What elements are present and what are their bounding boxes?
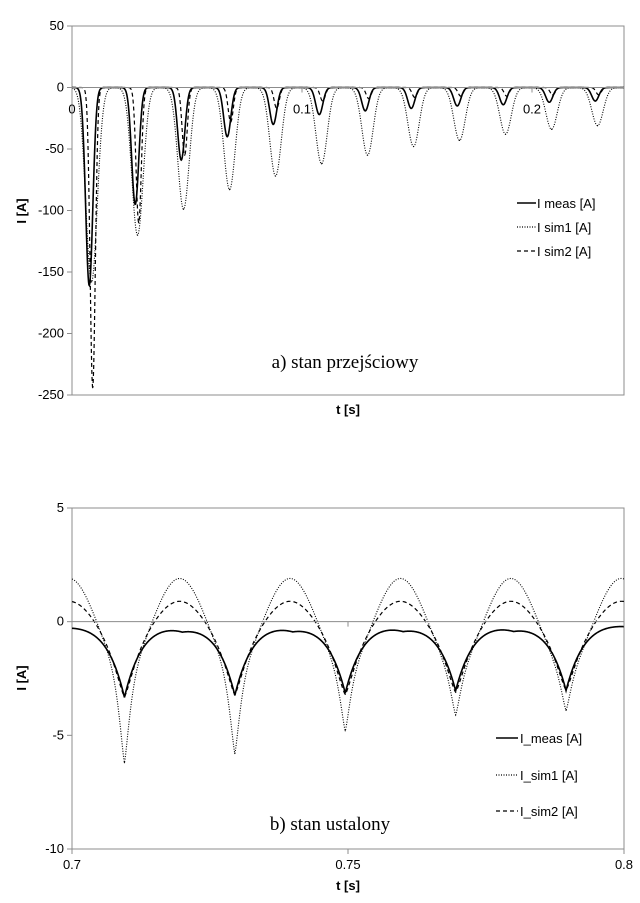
data-point-sim1: [550, 128, 553, 130]
y-tick-label: -5: [52, 727, 64, 742]
data-point-sim1: [274, 175, 277, 177]
x-tick-label: 0.1: [293, 102, 311, 117]
data-point-sim2: [598, 94, 600, 96]
data-point-meas: [88, 284, 90, 287]
data-point-sim1: [90, 281, 93, 283]
chart-annotation: a) stan przejściowy: [272, 352, 419, 373]
data-point-meas: [456, 105, 458, 107]
data-point-sim1: [344, 730, 346, 732]
data-point-sim2: [344, 693, 346, 696]
data-point-meas: [410, 107, 412, 110]
y-tick-label: 0: [57, 614, 64, 629]
data-point-sim2: [322, 100, 324, 102]
data-point-meas: [272, 123, 274, 125]
data-point-sim1: [123, 762, 126, 764]
legend: I_meas [A] I_sim1 [A] I_sim2 [A]: [496, 731, 582, 819]
data-point-meas: [548, 101, 550, 103]
data-point-sim2: [455, 691, 457, 693]
data-point-meas: [502, 104, 504, 106]
y-tick-label: -100: [38, 203, 64, 218]
x-tick-label: 0.2: [523, 102, 541, 117]
x-tick-label: 0.7: [63, 857, 81, 872]
data-point-meas: [344, 691, 346, 693]
data-point-sim1: [458, 139, 461, 141]
plot-area: [71, 507, 625, 850]
y-tick-label: -150: [38, 264, 64, 279]
data-point-sim1: [182, 208, 185, 210]
chart-steady-state: 5 0 -5 -100.7 0.75 0.8 I [A] t [s] b) stan us…: [14, 500, 633, 893]
x-axis-title: t [s]: [336, 402, 360, 417]
chart-transient: 50 0 -50 -100 -150 -200 -250 0 0.1 0.2 I [A] t [s…: [14, 18, 625, 417]
x-axis-title: t [s]: [336, 878, 360, 893]
data-point-sim1: [136, 234, 139, 236]
y-tick-label: -50: [45, 141, 64, 156]
data-point-meas: [134, 203, 136, 205]
data-point-meas: [180, 159, 182, 161]
data-point-sim1: [565, 709, 567, 711]
y-axis-title: I [A]: [14, 198, 29, 223]
data-point-sim2: [506, 95, 508, 97]
data-point-sim2: [230, 121, 232, 123]
series-line-sim2: [71, 600, 625, 698]
axes: 5 0 -5 -100.7 0.75 0.8: [45, 500, 633, 872]
chart-annotation: b) stan ustalony: [270, 814, 391, 835]
data-point-meas: [455, 689, 457, 691]
data-point-meas: [226, 136, 228, 138]
series-group: [71, 577, 625, 764]
data-point-sim1: [320, 163, 323, 165]
data-point-sim1: [234, 752, 236, 755]
data-point-meas: [364, 110, 366, 112]
y-tick-label: -200: [38, 326, 64, 341]
data-point-sim2: [184, 154, 186, 156]
y-tick-label: 0: [57, 80, 64, 95]
legend-label-sim2: I_sim2 [A]: [520, 804, 578, 819]
x-tick-label: 0: [68, 102, 75, 117]
data-point-meas: [594, 100, 596, 102]
series-line-sim1: [71, 577, 625, 763]
x-tick-label: 0.75: [335, 857, 360, 872]
data-point-sim1: [412, 145, 415, 148]
axes: 50 0 -50 -100 -150 -200 -250 0 0.1 0.2: [38, 18, 624, 402]
data-point-meas: [318, 113, 320, 116]
data-point-sim2: [92, 387, 94, 389]
data-point-sim1: [596, 125, 599, 127]
data-point-sim2: [234, 693, 236, 696]
y-tick-label: -10: [45, 841, 64, 856]
legend-label-meas: I meas [A]: [537, 196, 596, 211]
y-tick-label: 5: [57, 500, 64, 515]
legend-label-sim1: I_sim1 [A]: [520, 768, 578, 783]
data-point-sim1: [228, 188, 231, 191]
legend-label-sim1: I sim1 [A]: [537, 220, 591, 235]
legend: I meas [A] I sim1 [A] I sim2 [A]: [517, 196, 596, 259]
legend-label-meas: I_meas [A]: [520, 731, 582, 746]
y-tick-label: 50: [50, 18, 64, 33]
data-point-sim2: [138, 222, 140, 224]
x-tick-label: 0.8: [615, 857, 633, 872]
series-line-meas: [71, 625, 625, 698]
y-tick-label: -250: [38, 387, 64, 402]
data-point-sim1: [455, 714, 457, 716]
data-point-sim2: [565, 689, 567, 691]
data-point-sim2: [123, 696, 126, 698]
data-point-sim2: [552, 94, 554, 96]
data-point-sim2: [368, 97, 370, 100]
data-point-sim2: [276, 107, 278, 110]
y-axis-title: I [A]: [14, 665, 29, 690]
data-point-sim1: [366, 154, 369, 156]
data-point-sim2: [414, 96, 416, 98]
data-point-sim1: [504, 133, 507, 135]
legend-label-sim2: I sim2 [A]: [537, 244, 591, 259]
data-point-sim2: [460, 95, 462, 97]
